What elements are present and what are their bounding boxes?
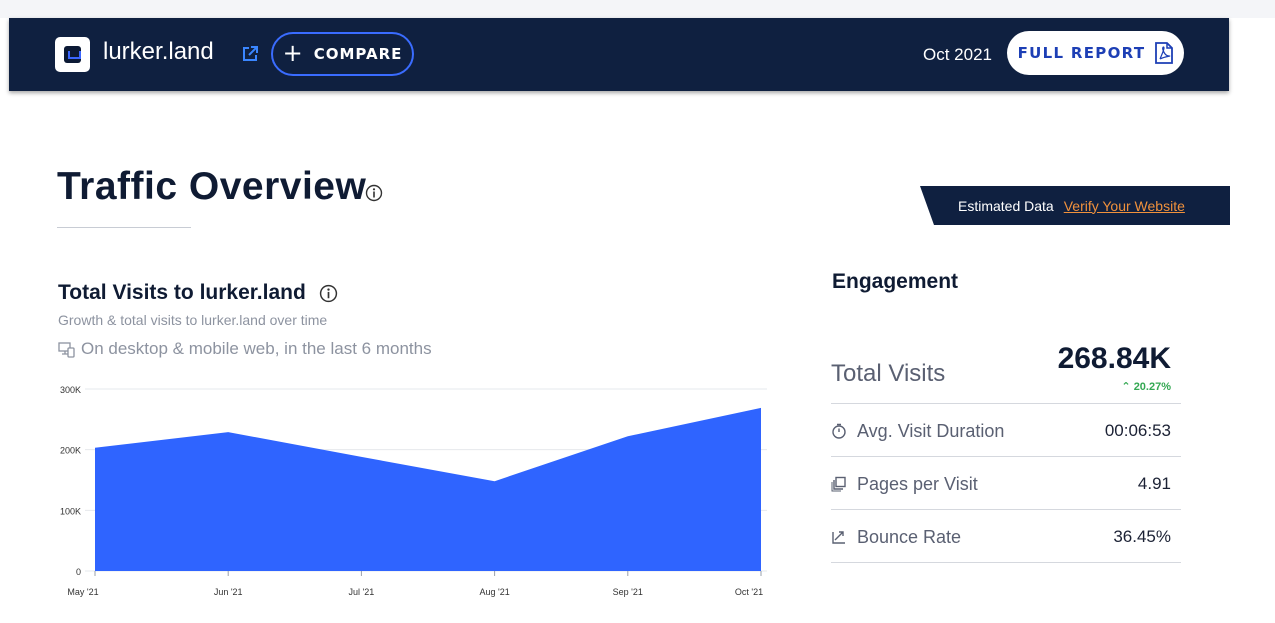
external-link-icon[interactable] [241,45,259,63]
total-visits-subtitle: Growth & total visits to lurker.land ove… [58,312,328,328]
x-tick-label: Jul '21 [349,587,375,597]
metric-value: 00:06:53 [1104,421,1171,440]
compare-button[interactable]: + COMPARE [271,32,414,76]
metric-label: Avg. Visit Duration [857,420,1005,441]
metric-value: 4.91 [1137,474,1171,493]
y-tick-label: 200K [60,446,81,456]
y-tick-label: 100K [60,506,81,516]
full-report-button[interactable]: FULL REPORT [1007,31,1184,75]
x-tick-label: Aug '21 [479,587,509,597]
page-title: Traffic Overview [57,165,367,208]
bounce-icon [832,531,845,544]
divider [831,562,1181,563]
compare-label: COMPARE [313,45,403,63]
divider [831,403,1181,404]
total-visits-change: ⌃ 20.27% [1090,380,1171,393]
metric-bounce-rate: Bounce Rate 36.45% [831,525,1171,549]
pages-icon [831,476,846,492]
divider [831,509,1181,510]
device-note-text: On desktop & mobile web, in the last 6 m… [81,339,432,358]
date-label: Oct 2021 [923,45,992,64]
engagement-title: Engagement [832,270,959,293]
metric-value: 36.45% [1113,527,1171,546]
total-visits-change-value: 20.27% [1133,381,1171,393]
estimated-data-label: Estimated Data [958,197,1054,214]
pdf-icon [1155,42,1174,64]
divider [831,456,1181,457]
title-divider [57,227,191,228]
full-report-label: FULL REPORT [1017,44,1146,62]
plus-icon: + [282,39,304,67]
device-note: On desktop & mobile web, in the last 6 m… [58,339,432,359]
total-visits-label: Total Visits [831,360,946,387]
site-favicon [55,37,90,72]
total-visits-chart: 0 100K 200K 300K May '21 Jun '21 Jul '21 Aug '… [60,385,767,597]
y-tick-label: 300K [60,385,81,395]
x-tick-label: Jun '21 [214,587,243,597]
info-icon[interactable] [365,184,383,202]
info-icon[interactable] [319,284,338,303]
y-tick-label: 0 [76,567,81,577]
x-tick-label: Sep '21 [613,587,643,597]
site-header: lurker.land + COMPARE Oct 2021 FULL REPO… [9,18,1229,91]
visits-area [95,407,761,571]
metric-avg-visit-duration: Avg. Visit Duration 00:06:53 [831,419,1171,443]
arrow-up-icon: ⌃ [1121,381,1131,393]
metric-pages-per-visit: Pages per Visit 4.91 [831,472,1171,496]
domain-title: lurker.land [103,38,214,65]
timer-icon [832,423,846,439]
devices-icon [58,341,75,358]
x-tick-label: May '21 [67,587,98,597]
total-visits-value: 268.84K [1057,342,1171,375]
metric-label: Pages per Visit [857,473,978,494]
estimated-data-banner: Estimated Data Verify Your Website [920,186,1230,225]
top-band [0,0,1275,18]
verify-website-link[interactable]: Verify Your Website [1063,197,1185,214]
total-visits-title: Total Visits to lurker.land [58,281,306,304]
x-tick-label: Oct '21 [735,587,763,597]
metric-label: Bounce Rate [857,526,962,547]
